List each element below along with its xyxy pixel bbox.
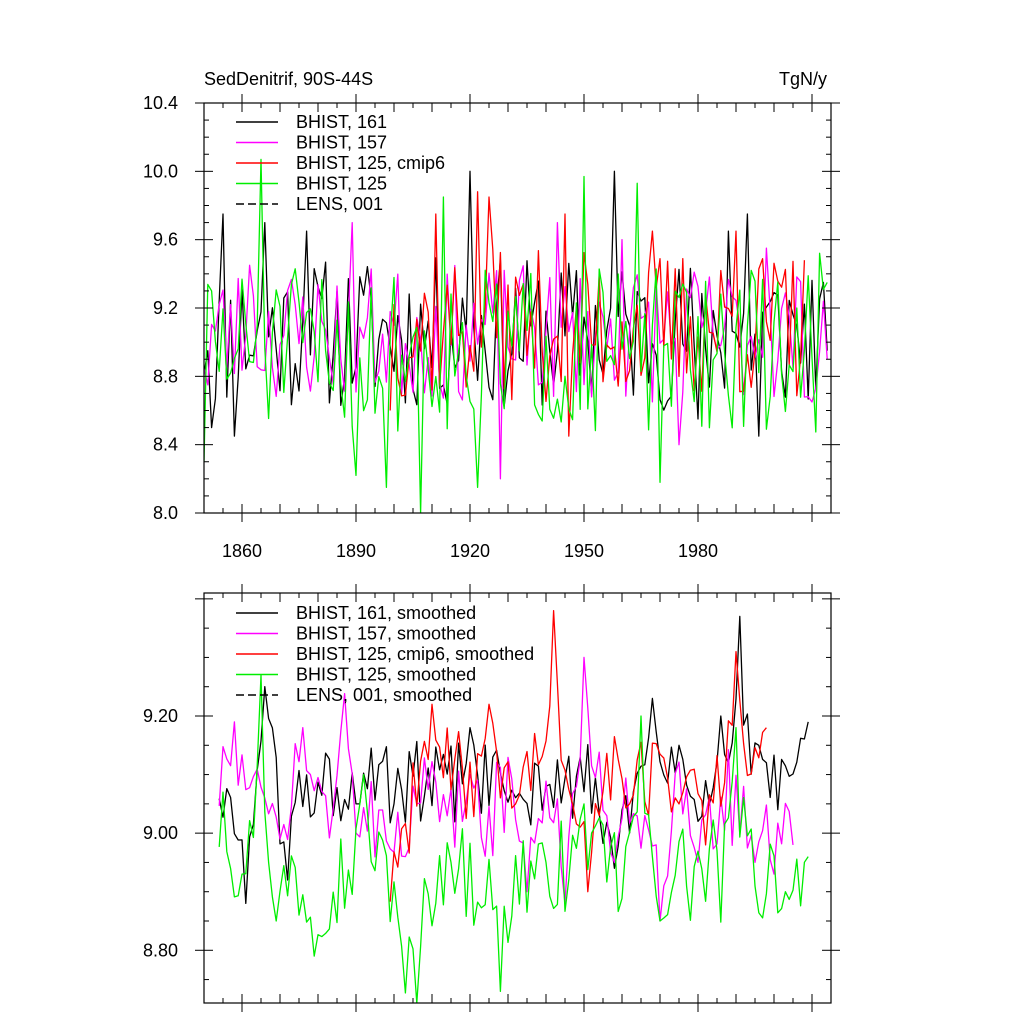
legend-label: BHIST, 125: [296, 174, 387, 194]
x-tick-label: 1920: [450, 541, 490, 561]
bottom-panel: 8.809.009.20 BHIST, 161, smoothedBHIST, …: [143, 584, 840, 1012]
bottom-ticks-group: 8.80 9.00 9.20: [143, 584, 840, 1012]
bottom-plot-frame: [203, 592, 832, 1004]
legend-label: LENS, 001: [296, 194, 383, 214]
y-tick-label: 10.0: [143, 161, 178, 181]
top-title-left: SedDenitrif, 90S-44S: [204, 69, 373, 89]
legend-label: BHIST, 125, smoothed: [296, 665, 476, 685]
y-tick-label: 9.00: [143, 823, 178, 843]
series-line-1-2: [389, 609, 767, 902]
y-tick-label: 8.0: [153, 503, 178, 523]
bottom-series-group: [218, 609, 809, 1003]
series-line-1-1: [218, 656, 794, 922]
legend-label: BHIST, 161: [296, 112, 387, 132]
y-tick-label: 9.2: [153, 298, 178, 318]
y-tick-label: 9.6: [153, 230, 178, 250]
series-line-0-1: [204, 221, 828, 480]
legend-label: BHIST, 125, cmip6: [296, 153, 445, 173]
top-plot-frame: [203, 102, 832, 514]
series-line-0-2: [389, 191, 806, 437]
x-tick-label: 1860: [222, 541, 262, 561]
legend-label: LENS, 001, smoothed: [296, 685, 472, 705]
y-tick-label: 8.80: [143, 940, 178, 960]
x-tick-label: 1890: [336, 541, 376, 561]
legend-label: BHIST, 125, cmip6, smoothed: [296, 644, 534, 664]
top-panel: SedDenitrif, 90S-44S TgN/y 1860 1890 1920 1…: [143, 69, 840, 561]
y-tick-label: 9.20: [143, 706, 178, 726]
y-tick-label: 8.8: [153, 366, 178, 386]
y-tick-label: 10.4: [143, 93, 178, 113]
series-line-0-3: [204, 158, 828, 513]
x-tick-label: 1950: [564, 541, 604, 561]
legend-label: BHIST, 161, smoothed: [296, 603, 476, 623]
legend-label: BHIST, 157, smoothed: [296, 624, 476, 644]
top-series-group: [204, 158, 828, 513]
y-tick-label: 8.4: [153, 435, 178, 455]
legend-label: BHIST, 157: [296, 133, 387, 153]
x-tick-label: 1980: [678, 541, 718, 561]
series-line-1-3: [218, 674, 809, 1003]
top-title-right: TgN/y: [779, 69, 827, 89]
top-ticks-group: 1860 1890 1920 1950 1980 8.0 8.4 8.8 9.2 9.6 10.0 1…: [143, 93, 840, 561]
